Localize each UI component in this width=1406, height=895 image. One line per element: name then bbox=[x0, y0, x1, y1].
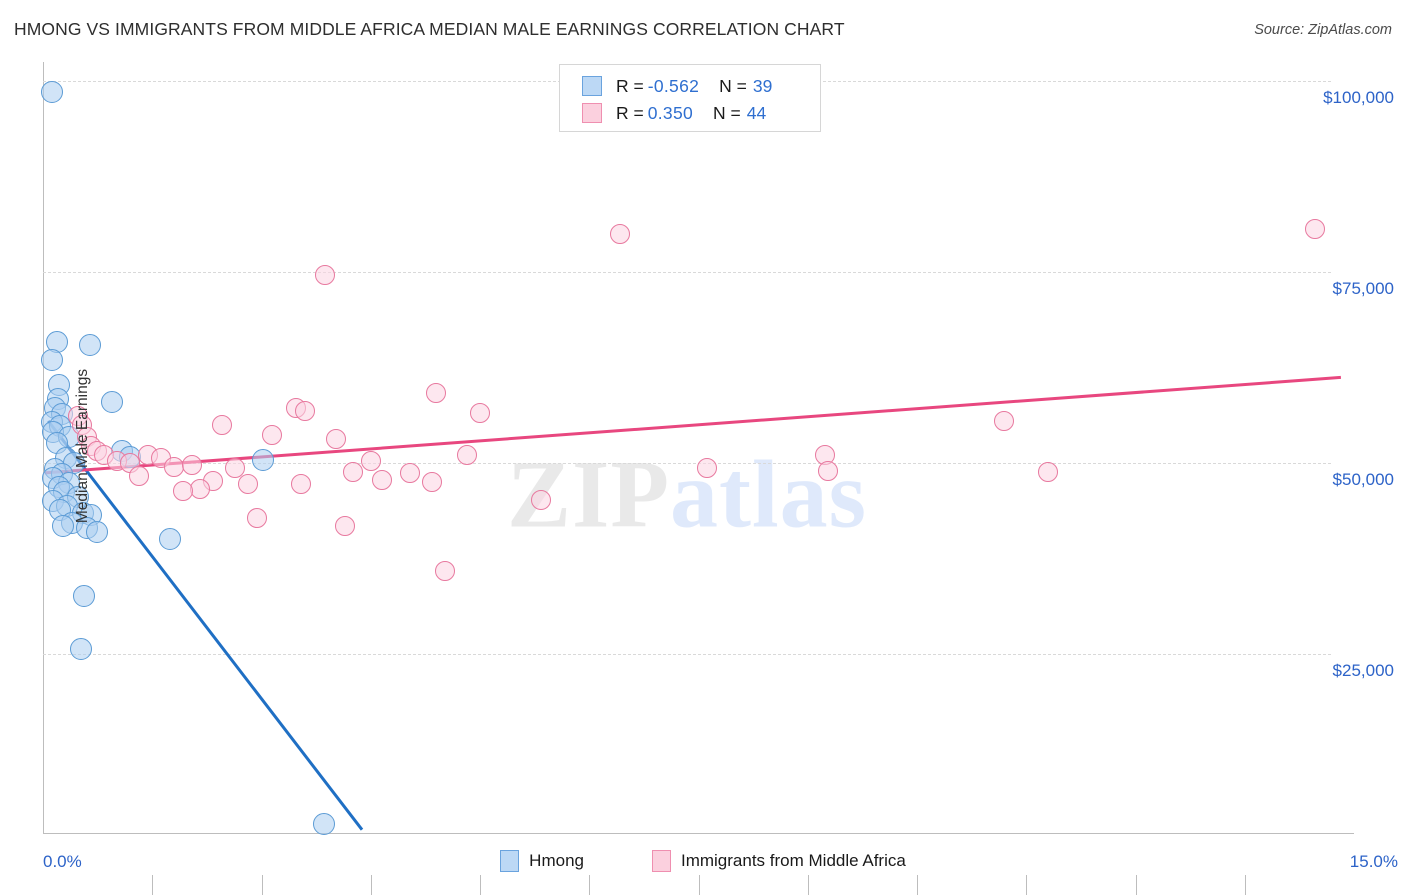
scatter-point[interactable] bbox=[1304, 219, 1325, 240]
scatter-point[interactable] bbox=[1038, 462, 1059, 483]
stats-row-middle-africa: R = 0.350 N = 44 bbox=[582, 100, 766, 126]
scatter-point[interactable] bbox=[172, 481, 193, 502]
gridline bbox=[43, 272, 1331, 273]
x-tick bbox=[589, 875, 591, 895]
scatter-point[interactable] bbox=[400, 462, 421, 483]
scatter-point[interactable] bbox=[181, 454, 202, 475]
series-swatch-pink-icon bbox=[651, 850, 671, 872]
scatter-point[interactable] bbox=[426, 383, 447, 404]
y-axis-title: Median Male Earnings bbox=[74, 368, 92, 524]
x-tick bbox=[1135, 875, 1137, 895]
scatter-point[interactable] bbox=[313, 812, 336, 835]
scatter-point[interactable] bbox=[325, 428, 346, 449]
scatter-point[interactable] bbox=[531, 490, 552, 511]
scatter-point[interactable] bbox=[295, 401, 316, 422]
series-label-hmong: Hmong bbox=[529, 851, 584, 870]
scatter-point[interactable] bbox=[456, 444, 477, 465]
scatter-point[interactable] bbox=[252, 448, 275, 471]
gridline bbox=[43, 654, 1331, 655]
scatter-point[interactable] bbox=[73, 584, 96, 607]
scatter-point[interactable] bbox=[79, 333, 102, 356]
scatter-point[interactable] bbox=[101, 390, 124, 413]
y-tick-label: $50,000 bbox=[1332, 470, 1394, 489]
legend-swatch-pink-icon bbox=[582, 103, 602, 123]
r-label-blue: R = bbox=[616, 75, 644, 96]
y-axis-line bbox=[43, 62, 44, 834]
scatter-point[interactable] bbox=[225, 458, 246, 479]
watermark-atlas: atlas bbox=[670, 440, 868, 548]
n-value-blue: 39 bbox=[752, 75, 773, 96]
series-legend: Hmong Immigrants from Middle Africa bbox=[0, 850, 1406, 872]
zipatlas-watermark: ZIPatlas bbox=[507, 439, 867, 550]
scatter-point[interactable] bbox=[190, 478, 211, 499]
y-tick-label: $100,000 bbox=[1323, 88, 1394, 107]
scatter-point[interactable] bbox=[372, 469, 393, 490]
r-value-pink: 0.350 bbox=[647, 102, 694, 123]
scatter-point[interactable] bbox=[360, 450, 381, 471]
y-tick-label: $25,000 bbox=[1332, 661, 1394, 680]
scatter-point[interactable] bbox=[334, 515, 355, 536]
series-legend-item-hmong[interactable]: Hmong bbox=[500, 850, 584, 872]
stats-row-hmong: R = -0.562 N = 39 bbox=[582, 73, 772, 99]
scatter-point[interactable] bbox=[212, 414, 233, 435]
series-legend-item-middle-africa[interactable]: Immigrants from Middle Africa bbox=[651, 850, 906, 872]
scatter-point[interactable] bbox=[86, 520, 109, 543]
n-label-blue: N = bbox=[719, 75, 747, 96]
scatter-point[interactable] bbox=[158, 527, 181, 550]
series-label-middle-africa: Immigrants from Middle Africa bbox=[680, 851, 906, 870]
scatter-point[interactable] bbox=[421, 472, 442, 493]
x-tick bbox=[917, 875, 918, 895]
x-tick bbox=[1026, 875, 1028, 895]
x-tick bbox=[807, 875, 809, 895]
scatter-point[interactable] bbox=[69, 638, 92, 661]
scatter-point[interactable] bbox=[129, 465, 150, 486]
scatter-point[interactable] bbox=[470, 402, 490, 423]
scatter-point[interactable] bbox=[697, 458, 718, 479]
n-label-pink: N = bbox=[713, 102, 741, 123]
legend-swatch-blue-icon bbox=[582, 76, 602, 96]
y-tick-label: $75,000 bbox=[1332, 279, 1394, 298]
r-label-pink: R = bbox=[616, 102, 644, 123]
x-axis-max-label: 15.0% bbox=[1349, 852, 1398, 871]
scatter-point[interactable] bbox=[40, 348, 63, 371]
scatter-point[interactable] bbox=[247, 508, 268, 528]
x-axis-min-label: 0.0% bbox=[43, 852, 82, 871]
scatter-point[interactable] bbox=[435, 561, 456, 582]
scatter-point[interactable] bbox=[290, 473, 311, 494]
page-title: HMONG VS IMMIGRANTS FROM MIDDLE AFRICA M… bbox=[14, 19, 845, 39]
scatter-point[interactable] bbox=[609, 223, 630, 244]
plot-area: ZIPatlas bbox=[40, 62, 1342, 895]
scatter-point[interactable] bbox=[994, 410, 1015, 431]
scatter-point[interactable] bbox=[261, 425, 282, 446]
x-axis-line bbox=[43, 833, 1354, 834]
scatter-point[interactable] bbox=[817, 460, 838, 481]
x-tick bbox=[370, 875, 372, 895]
x-tick bbox=[698, 875, 700, 895]
scatter-point[interactable] bbox=[40, 81, 63, 104]
x-tick bbox=[261, 875, 263, 895]
series-swatch-blue-icon bbox=[500, 850, 520, 872]
trendlines-group bbox=[44, 375, 1342, 831]
n-value-pink: 44 bbox=[746, 102, 767, 123]
x-tick bbox=[480, 875, 481, 895]
x-tick bbox=[1244, 875, 1246, 895]
scatter-point[interactable] bbox=[343, 462, 364, 483]
r-value-blue: -0.562 bbox=[647, 75, 700, 96]
scatter-point[interactable] bbox=[238, 474, 259, 495]
x-tick bbox=[152, 875, 154, 895]
scatter-point[interactable] bbox=[315, 265, 336, 286]
watermark-zip: ZIP bbox=[506, 440, 671, 548]
source-attribution: Source: ZipAtlas.com bbox=[1254, 22, 1392, 38]
correlation-stats-legend: R = -0.562 N = 39 R = 0.350 N = 44 bbox=[559, 64, 821, 132]
scatter-point[interactable] bbox=[52, 514, 75, 537]
